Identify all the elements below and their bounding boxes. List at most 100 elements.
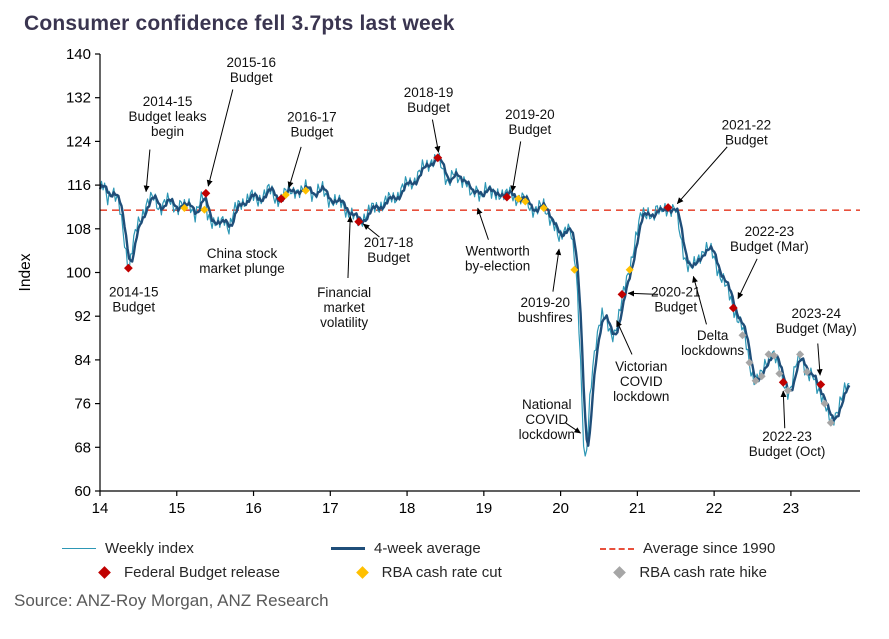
y-tick-label: 132	[66, 90, 91, 107]
weekly-index-line	[99, 152, 850, 457]
budget-marker	[663, 203, 673, 212]
x-tick-label: 22	[706, 500, 723, 517]
annotation-arrow	[287, 146, 302, 189]
annotation-arrow	[431, 119, 441, 153]
annotation-arrow	[347, 215, 354, 278]
rate-cut-marker	[521, 197, 530, 206]
annotation-arrow	[143, 149, 151, 193]
y-tick-label: 84	[74, 352, 91, 369]
y-tick-label: 60	[74, 483, 91, 500]
legend-row-lines: Weekly index 4-week average Average sinc…	[62, 540, 869, 557]
annotation-text: 2022-23 Budget (Oct)	[749, 429, 826, 459]
rate-hike-marker	[820, 399, 829, 408]
source-attribution: Source: ANZ-Roy Morgan, ANZ Research	[14, 591, 329, 610]
rate-hike-marker	[826, 418, 835, 427]
chart-title: Consumer confidence fell 3.7pts last wee…	[24, 12, 455, 35]
annotation-text: 2016-17 Budget	[287, 110, 337, 140]
x-tick-label: 21	[629, 500, 646, 517]
annotation-text: 2018-19 Budget	[404, 85, 454, 115]
annotation-text: 2022-23 Budget (Mar)	[730, 224, 809, 254]
annotation-text: Victorian COVID lockdown	[613, 359, 669, 404]
legend-item-rate-cut: RBA cash rate cut	[354, 564, 612, 581]
rate-hike-marker	[770, 351, 778, 360]
rate-hike-marker	[775, 369, 784, 378]
rate-hike-diamond-icon	[613, 566, 627, 579]
budget-marker	[124, 263, 133, 273]
annotation-text: Wentworth by-election	[465, 243, 530, 273]
legend-label-4wk: 4-week average	[374, 540, 481, 557]
x-tick-label: 17	[322, 500, 339, 517]
annotation-text: 2015-16 Budget	[226, 55, 276, 85]
legend-item-weekly-index: Weekly index	[62, 540, 331, 557]
x-tick-label: 20	[552, 500, 569, 517]
legend-label-rate-cut: RBA cash rate cut	[381, 564, 502, 581]
rate-hike-marker	[803, 367, 811, 376]
annotation-text: 2017-18 Budget	[364, 235, 414, 265]
x-tick-label: 19	[475, 500, 492, 517]
annotation-arrow	[616, 320, 633, 355]
annotation-text: National COVID lockdown	[519, 397, 575, 442]
y-tick-label: 124	[66, 133, 91, 150]
legend-row-markers: Federal Budget release RBA cash rate cut…	[96, 564, 869, 581]
rate-cut-marker	[570, 265, 579, 274]
y-tick-label: 140	[66, 46, 91, 63]
rate-hike-marker	[751, 376, 760, 385]
budget-marker	[433, 153, 443, 163]
annotation-text: 2023-24 Budget (May)	[776, 306, 857, 336]
annotation-arrow	[362, 223, 380, 238]
annotation-arrow	[816, 343, 823, 376]
rate-cut-marker	[625, 265, 634, 274]
x-tick-label: 18	[399, 500, 416, 517]
rate-cut-marker	[281, 190, 290, 199]
y-tick-label: 108	[66, 221, 91, 238]
legend-label-rate-hike: RBA cash rate hike	[639, 564, 767, 581]
x-tick-label: 14	[92, 500, 109, 517]
rate-hike-marker	[757, 372, 766, 381]
rate-cut-marker	[180, 204, 189, 212]
rate-cut-marker	[539, 204, 548, 212]
annotation-arrow	[692, 275, 707, 325]
budget-marker	[728, 303, 738, 313]
budget-marker	[354, 217, 364, 227]
budget-marker	[201, 188, 211, 198]
legend-label-budget: Federal Budget release	[124, 564, 280, 581]
x-tick-label: 23	[783, 500, 800, 517]
annotation-arrow	[627, 290, 659, 297]
annotation-arrow	[510, 141, 522, 193]
annotation-arrow	[564, 422, 581, 434]
annotation-text: 2014-15 Budget leaks begin	[129, 94, 207, 139]
rate-cut-diamond-icon	[355, 566, 369, 579]
rate-hike-marker	[738, 331, 747, 340]
rate-cut-marker	[514, 194, 523, 203]
legend-label-weekly: Weekly index	[105, 540, 194, 557]
legend-item-4-week-average: 4-week average	[331, 540, 600, 557]
annotation-text: Delta lockdowns	[681, 328, 744, 358]
annotation-arrow	[676, 146, 728, 205]
budget-marker	[778, 377, 788, 387]
rate-hike-marker	[796, 350, 805, 359]
legend-item-federal-budget: Federal Budget release	[96, 564, 354, 581]
y-tick-label: 116	[67, 177, 91, 194]
annotation-text: 2021-22 Budget	[722, 118, 772, 148]
average-line-swatch	[331, 547, 365, 550]
y-tick-label: 76	[74, 396, 91, 413]
weekly-line-swatch	[62, 548, 96, 549]
legend-item-rate-hike: RBA cash rate hike	[611, 564, 869, 581]
four-week-average-line	[98, 155, 851, 447]
legend-item-average-since-1990: Average since 1990	[600, 540, 869, 557]
y-tick-label: 68	[74, 439, 91, 456]
budget-marker	[502, 192, 512, 202]
budget-marker	[276, 194, 286, 204]
annotation-arrow	[206, 89, 234, 187]
y-tick-label: 100	[66, 265, 91, 282]
dashed-average-swatch	[600, 547, 634, 550]
annotation-text: 2019-20 Budget	[505, 107, 555, 137]
legend-label-average: Average since 1990	[643, 540, 776, 557]
annotation-arrow	[780, 390, 787, 429]
annotation-arrow	[476, 207, 489, 240]
annotation-text: 2020-21 Budget	[651, 284, 701, 314]
annotation-text: China stock market plunge	[199, 246, 285, 276]
x-tick-label: 16	[245, 500, 262, 517]
